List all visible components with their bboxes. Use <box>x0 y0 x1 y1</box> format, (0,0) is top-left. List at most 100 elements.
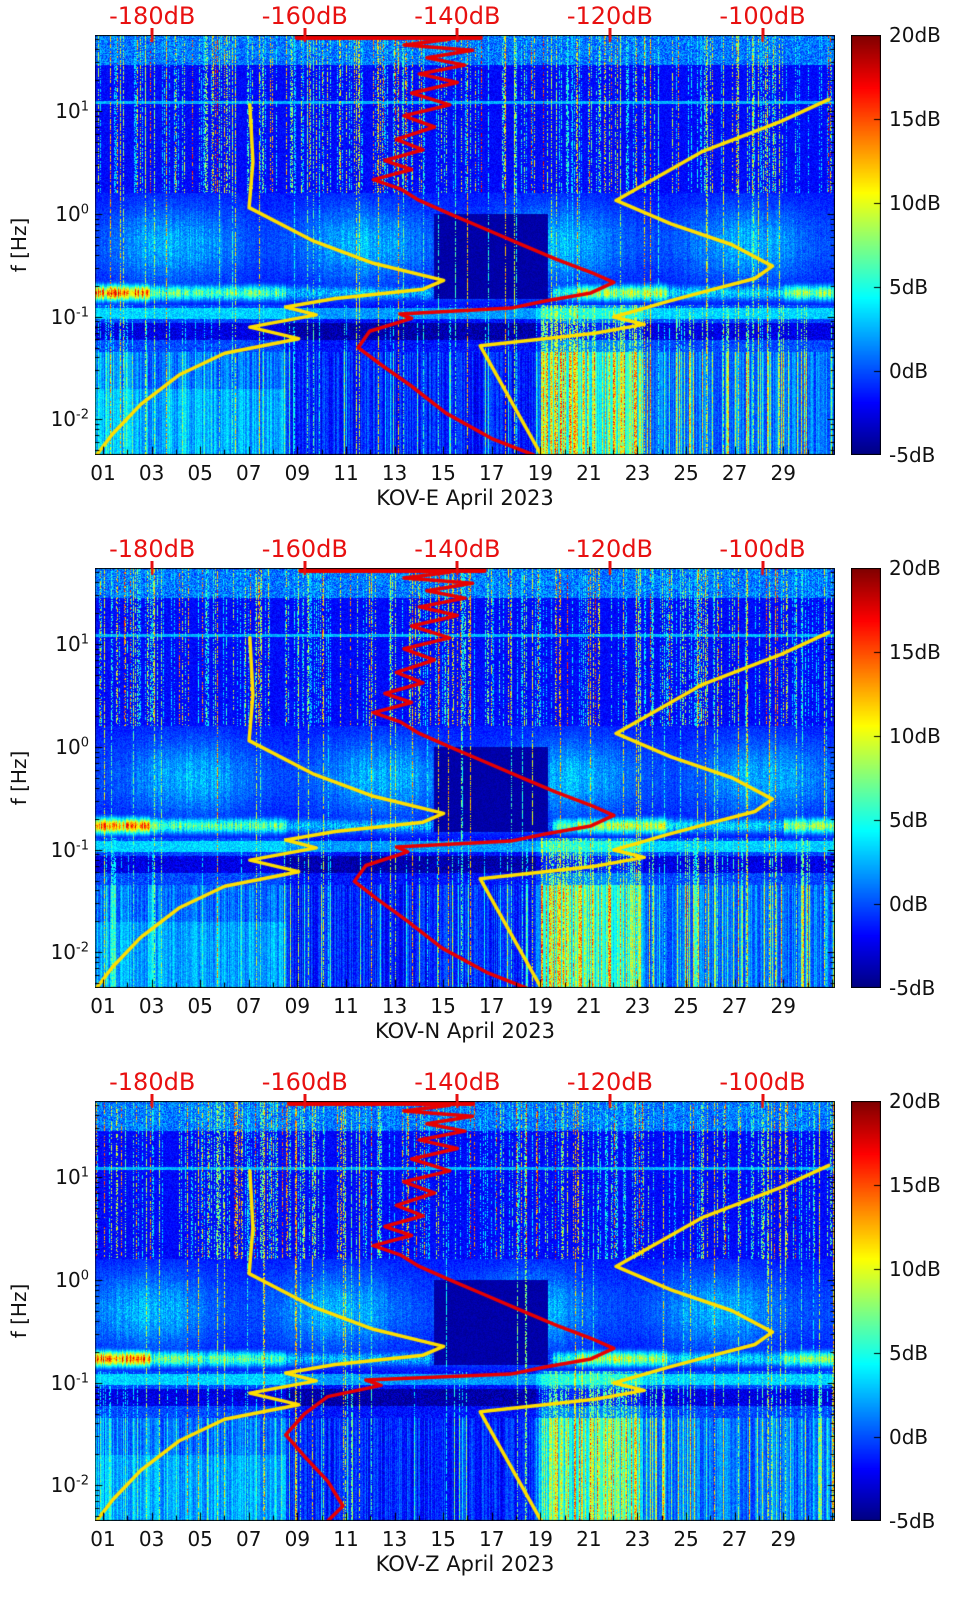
colorbar-tick-label: 10dB <box>889 724 941 748</box>
x-tick-label: 29 <box>770 994 796 1018</box>
x-tick-label: 07 <box>236 461 262 485</box>
colorbar-tick-label: 0dB <box>889 359 929 383</box>
x-tick-label: 09 <box>284 994 311 1018</box>
top-axis-label: -120dB <box>566 1068 654 1096</box>
top-axis-tick <box>761 28 765 35</box>
colorbar-tick-label: 10dB <box>889 1257 941 1281</box>
x-tick-label: 01 <box>90 1527 116 1551</box>
x-tick-label: 19 <box>527 994 554 1018</box>
x-tick-label: 21 <box>576 461 602 485</box>
top-axis-label: -120dB <box>566 2 654 30</box>
colorbar-tick-label: 20dB <box>889 1089 941 1113</box>
x-tick-label: 09 <box>284 1527 311 1551</box>
colorbar-tick-label: 5dB <box>889 1341 929 1365</box>
x-tick-label: 29 <box>770 1527 796 1551</box>
top-axis-tick <box>303 1094 307 1101</box>
x-tick-label: 17 <box>478 1527 505 1551</box>
panel-title: KOV-N April 2023 <box>375 1019 555 1043</box>
colorbar-tick-label: 15dB <box>889 640 941 664</box>
x-tick-label: 09 <box>284 461 311 485</box>
top-axis-label: -180dB <box>109 1068 196 1096</box>
top-axis-tick <box>608 1094 612 1101</box>
colorbar-tick-label: -5dB <box>889 443 936 467</box>
top-axis-tick <box>455 561 459 568</box>
x-tick-label: 15 <box>430 1527 456 1551</box>
y-tick-label: 101 <box>55 99 89 124</box>
x-tick-label: 11 <box>333 461 359 485</box>
x-tick-label: 29 <box>770 461 796 485</box>
top-axis-tick <box>303 561 307 568</box>
top-axis-label: -140dB <box>414 535 501 563</box>
x-tick-label: 03 <box>138 994 165 1018</box>
panel-kov-z: -180dB -160dB -140dB -120dB -100dB f [Hz] 101 1… <box>0 1066 962 1599</box>
x-tick-label: 05 <box>187 1527 213 1551</box>
top-axis-label: -140dB <box>414 2 501 30</box>
x-tick-label: 15 <box>430 994 456 1018</box>
x-tick-label: 17 <box>478 461 505 485</box>
colorbar-tick-label: 15dB <box>889 107 941 131</box>
top-axis-tick <box>608 561 612 568</box>
x-tick-label: 21 <box>576 994 602 1018</box>
x-tick-label: 25 <box>673 994 699 1018</box>
x-tick-label: 01 <box>90 461 116 485</box>
x-tick-label: 13 <box>381 461 408 485</box>
colorbar <box>851 568 881 988</box>
colorbar-tick-label: 5dB <box>889 275 929 299</box>
x-tick-label: 13 <box>381 1527 408 1551</box>
top-axis-label: -160dB <box>261 1068 348 1096</box>
top-axis-tick <box>761 1094 765 1101</box>
colorbar-tick-label: 15dB <box>889 1173 941 1197</box>
x-tick-label: 23 <box>624 461 651 485</box>
x-tick-label: 15 <box>430 461 456 485</box>
y-tick-label: 10-1 <box>50 304 89 329</box>
x-tick-label: 19 <box>527 1527 554 1551</box>
x-tick-label: 13 <box>381 994 408 1018</box>
x-tick-label: 03 <box>138 461 165 485</box>
x-tick-label: 21 <box>576 1527 602 1551</box>
colorbar-tick-label: 20dB <box>889 23 941 47</box>
colorbar-tick-label: 10dB <box>889 191 941 215</box>
top-axis-tick <box>608 28 612 35</box>
colorbar-tick-label: -5dB <box>889 976 936 1000</box>
y-tick-label: 10-1 <box>50 1370 89 1395</box>
top-axis-tick <box>761 561 765 568</box>
y-tick-label: 100 <box>55 201 89 226</box>
x-tick-label: 05 <box>187 994 213 1018</box>
top-axis-label: -160dB <box>261 2 348 30</box>
colorbar-tick-label: 20dB <box>889 556 941 580</box>
panel-title: KOV-E April 2023 <box>376 486 554 510</box>
top-axis-label: -120dB <box>566 535 654 563</box>
top-axis-label: -100dB <box>719 2 806 30</box>
x-tick-label: 11 <box>333 994 359 1018</box>
panel-kov-n: -180dB -160dB -140dB -120dB -100dB f [Hz] 101 1… <box>0 533 962 1066</box>
y-tick-label: 100 <box>55 734 89 759</box>
top-axis-label: -100dB <box>719 1068 806 1096</box>
spectrogram-canvas <box>95 568 835 988</box>
x-tick-label: 23 <box>624 1527 651 1551</box>
top-axis-tick <box>150 28 154 35</box>
y-tick-label: 10-2 <box>50 1473 89 1498</box>
x-tick-label: 05 <box>187 461 213 485</box>
y-tick-label: 10-1 <box>50 837 89 862</box>
x-tick-label: 27 <box>721 1527 748 1551</box>
panel-kov-e: -180dB -160dB -140dB -120dB -100dB f [Hz] 101 1… <box>0 0 962 533</box>
colorbar-tick-label: 0dB <box>889 892 929 916</box>
y-tick-label: 10-2 <box>50 940 89 965</box>
top-axis-tick <box>303 28 307 35</box>
top-axis-label: -180dB <box>109 535 196 563</box>
top-axis-label: -100dB <box>719 535 806 563</box>
top-axis-tick <box>455 1094 459 1101</box>
x-tick-label: 03 <box>138 1527 165 1551</box>
top-axis-label: -140dB <box>414 1068 501 1096</box>
y-tick-label: 100 <box>55 1267 89 1292</box>
colorbar-tick-label: 0dB <box>889 1425 929 1449</box>
top-axis-tick <box>150 1094 154 1101</box>
y-axis-label: f [Hz] <box>7 217 31 273</box>
spectrogram-canvas <box>95 35 835 455</box>
x-tick-label: 19 <box>527 461 554 485</box>
x-tick-label: 25 <box>673 1527 699 1551</box>
x-tick-label: 17 <box>478 994 505 1018</box>
x-tick-label: 23 <box>624 994 651 1018</box>
top-axis-tick <box>455 28 459 35</box>
